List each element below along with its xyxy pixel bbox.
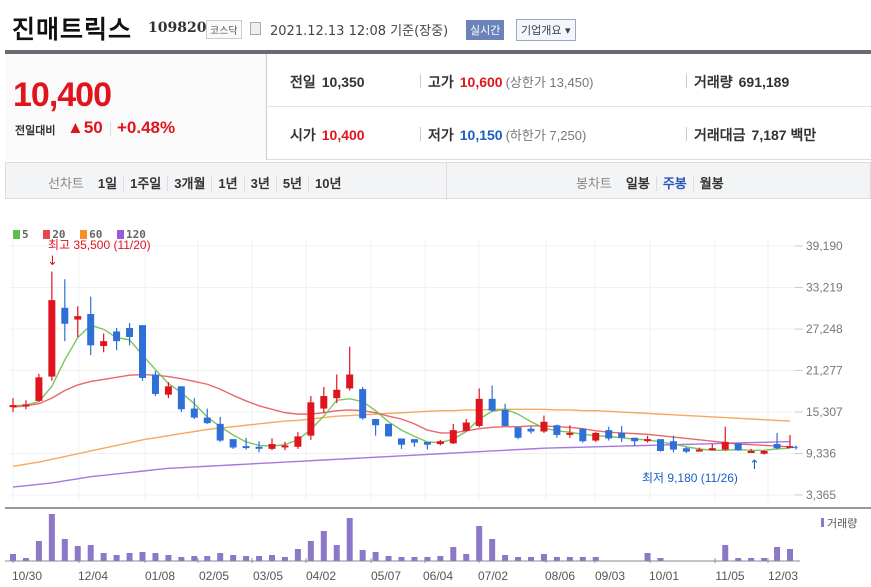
svg-text:05/07: 05/07 (371, 569, 401, 583)
svg-text:12/04: 12/04 (78, 569, 108, 583)
separator (686, 74, 687, 88)
svg-text:최저 9,180 (11/26): 최저 9,180 (11/26) (642, 471, 738, 485)
svg-text:9,336: 9,336 (806, 446, 836, 460)
prev-close: 전일 10,350 (290, 74, 365, 90)
legend-ma5: 5 (13, 228, 29, 241)
current-price-box: 10,400 전일대비 ▲50 +0.48% (5, 54, 267, 160)
tab-1y[interactable]: 1년 (211, 176, 244, 191)
price-summary: 10,400 전일대비 ▲50 +0.48% 전일 10,350 고가 10,600… (5, 54, 871, 160)
svg-text:27,248: 27,248 (806, 322, 843, 336)
svg-text:→: → (789, 441, 798, 454)
svg-text:01/08: 01/08 (145, 569, 175, 583)
svg-text:02/05: 02/05 (199, 569, 229, 583)
svg-text:08/06: 08/06 (545, 569, 575, 583)
svg-text:12/03: 12/03 (768, 569, 798, 583)
tab-1d[interactable]: 1일 (97, 176, 118, 191)
stock-name: 진매트릭스 (12, 15, 133, 44)
svg-text:04/02: 04/02 (306, 569, 336, 583)
separator (446, 163, 447, 200)
change-label: 전일대비 (15, 124, 56, 137)
page-header: 진매트릭스 109820 코스닥 2021.12.13 12:08 기준(장중)… (0, 0, 871, 52)
low-price: 저가 10,150 (하한가 7,250) (428, 127, 587, 143)
legend-ma120: 120 (117, 228, 146, 241)
trade-amount: 거래대금 7,187 백만 (694, 127, 817, 143)
volume: 거래량 691,189 (694, 74, 790, 90)
tab-3y[interactable]: 3년 (243, 176, 276, 191)
summary-row-2: 시가 10,400 저가 10,150 (하한가 7,250) 거래대금 7,187 백… (268, 107, 871, 160)
divider-bar (5, 50, 871, 54)
candle-chart-tabs: 봉차트 일봉 주봉 월봉 (576, 173, 730, 192)
svg-text:03/05: 03/05 (253, 569, 283, 583)
tab-3m[interactable]: 3개월 (167, 176, 212, 191)
chart-tabs: 선차트 1일 1주일 3개월 1년 3년 5년 10년 봉차트 일봉 주봉 월봉 (5, 162, 871, 200)
svg-text:06/04: 06/04 (423, 569, 453, 583)
summary-row-1: 전일 10,350 고가 10,600 (상한가 13,450) 거래량 691,189 (268, 54, 871, 107)
change-value: ▲50 (67, 118, 103, 137)
svg-text:10/01: 10/01 (649, 569, 679, 583)
tab-5y[interactable]: 5년 (275, 176, 309, 191)
tab-daily[interactable]: 일봉 (625, 176, 650, 191)
svg-text:↑: ↑ (749, 458, 760, 473)
svg-text:09/03: 09/03 (595, 569, 625, 583)
stock-code: 109820 (148, 20, 207, 36)
current-price: 10,400 (13, 76, 112, 114)
timestamp: 2021.12.13 12:08 기준(장중) (270, 24, 449, 39)
company-overview-dropdown[interactable]: 기업개요 ▾ (516, 19, 576, 41)
high-price: 고가 10,600 (상한가 13,450) (428, 74, 594, 90)
svg-text:39,190: 39,190 (806, 239, 843, 253)
legend-ma60: 60 (80, 228, 102, 241)
svg-text:거래량: 거래량 (827, 517, 857, 530)
svg-text:33,219: 33,219 (806, 281, 843, 295)
tab-weekly[interactable]: 주봉 (655, 176, 693, 191)
legend-ma20: 20 (43, 228, 66, 241)
separator (420, 127, 421, 141)
chart-legend: 5 20 60 120 (13, 228, 154, 241)
tab-monthly[interactable]: 월봉 (692, 176, 730, 191)
svg-text:3,365: 3,365 (806, 488, 836, 502)
change-percent: +0.48% (117, 118, 176, 137)
realtime-button[interactable]: 실시간 (466, 20, 505, 40)
separator (686, 127, 687, 141)
svg-text:15,307: 15,307 (806, 405, 843, 419)
open-price: 시가 10,400 (290, 127, 365, 143)
separator (110, 122, 111, 136)
svg-text:최고 35,500 (11/20): 최고 35,500 (11/20) (48, 238, 151, 252)
line-chart-tabs: 선차트 1일 1주일 3개월 1년 3년 5년 10년 (48, 173, 348, 192)
svg-text:11/05: 11/05 (715, 569, 744, 583)
calendar-icon (250, 22, 261, 35)
svg-text:↓: ↓ (47, 254, 58, 269)
svg-text:10/30: 10/30 (12, 569, 42, 583)
tab-10y[interactable]: 10년 (308, 176, 348, 191)
svg-text:07/02: 07/02 (478, 569, 508, 583)
tab-1w[interactable]: 1주일 (123, 176, 168, 191)
market-badge: 코스닥 (206, 20, 242, 39)
separator (420, 74, 421, 88)
svg-text:21,277: 21,277 (806, 364, 843, 378)
